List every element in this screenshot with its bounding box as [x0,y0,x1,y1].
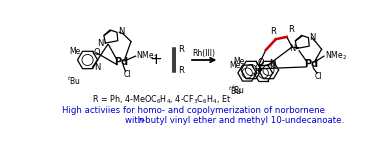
Text: High activiies for homo- and copolymerization of norbornene: High activiies for homo- and copolymeriz… [62,106,325,115]
Text: Me: Me [70,47,81,56]
Text: R: R [271,27,276,36]
Text: R: R [288,25,294,34]
Text: O: O [254,64,261,73]
Text: N: N [309,33,316,42]
Text: N: N [98,39,104,47]
Text: +: + [149,52,162,67]
Text: R: R [178,45,184,54]
Text: R = Ph, 4-MeOC$_6$H$_4$, 4-CF$_3$C$_6$H$_4$, Et: R = Ph, 4-MeOC$_6$H$_4$, 4-CF$_3$C$_6$H$… [92,94,232,106]
Text: N: N [118,27,124,36]
Text: $^t$Bu: $^t$Bu [228,85,242,97]
Text: Me: Me [230,61,241,70]
Text: N: N [94,63,101,72]
Text: Rh(III): Rh(III) [193,49,216,58]
Text: $^t$Bu: $^t$Bu [67,75,81,87]
Text: N: N [289,44,295,53]
Text: Me: Me [233,57,245,66]
Text: Cl: Cl [123,70,131,79]
Text: Cl: Cl [315,72,322,81]
Text: N: N [269,59,275,68]
Text: Pd: Pd [304,59,318,69]
Text: n: n [139,116,144,125]
Text: N: N [270,61,276,70]
Text: NMe$_2$: NMe$_2$ [136,50,158,62]
Text: NMe$_2$: NMe$_2$ [325,50,347,62]
Text: O: O [93,48,100,57]
Text: with: with [125,116,146,125]
Text: R: R [178,66,184,75]
Text: O: O [258,58,264,67]
Text: -butyl vinyl ether and methyl 10-undecanoate.: -butyl vinyl ether and methyl 10-undecan… [142,116,344,125]
Text: $^t$Bu: $^t$Bu [231,83,245,96]
Text: Pd: Pd [114,57,128,67]
